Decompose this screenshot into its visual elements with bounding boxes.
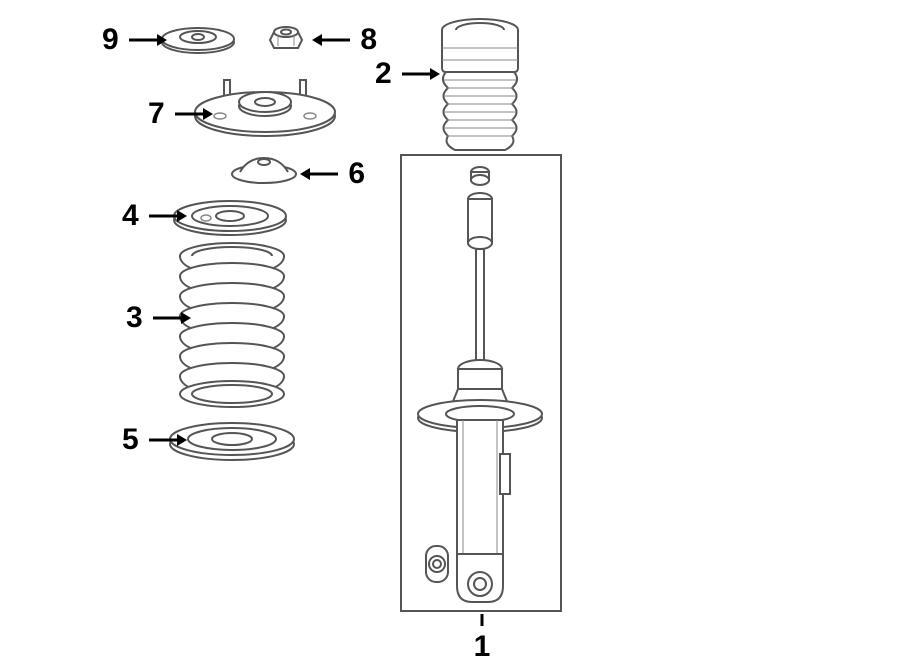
- callout-8: 8: [312, 22, 377, 57]
- callout-label: 6: [348, 157, 365, 191]
- nut: [264, 24, 308, 54]
- arrow-right-icon: [127, 30, 167, 50]
- parts-diagram: 9 8 2 7 6 4 3 5 1: [0, 0, 900, 662]
- arrow-left-icon: [312, 30, 352, 50]
- callout-label: 2: [375, 57, 392, 91]
- callout-3: 3: [126, 300, 191, 335]
- callout-4: 5: [122, 422, 187, 457]
- callout-7: 7: [148, 96, 213, 131]
- callout-label: 4: [122, 199, 139, 233]
- bump-stop-cap: [228, 152, 300, 186]
- strut-assembly: [400, 154, 580, 624]
- callout-label: 8: [360, 23, 377, 57]
- callout-6: 4: [122, 198, 187, 233]
- dust-boot: [425, 18, 535, 156]
- callout-label: 9: [102, 23, 119, 57]
- cap-washer: [158, 22, 238, 56]
- callout-label: 5: [122, 423, 139, 457]
- arrow-left-icon: [300, 164, 340, 184]
- callout-1: 1: [470, 612, 494, 662]
- arrow-right-icon: [147, 430, 187, 450]
- callout-9: 9: [102, 22, 167, 57]
- arrow-right-icon: [147, 206, 187, 226]
- callout-label: 1: [470, 630, 494, 662]
- callout-5: 6: [300, 156, 365, 191]
- callout-label: 7: [148, 97, 165, 131]
- callout-label: 3: [126, 301, 143, 335]
- tick-up-icon: [470, 612, 494, 628]
- callout-2: 2: [375, 56, 440, 91]
- upper-seat: [170, 196, 290, 238]
- arrow-right-icon: [151, 308, 191, 328]
- arrow-right-icon: [400, 64, 440, 84]
- arrow-right-icon: [173, 104, 213, 124]
